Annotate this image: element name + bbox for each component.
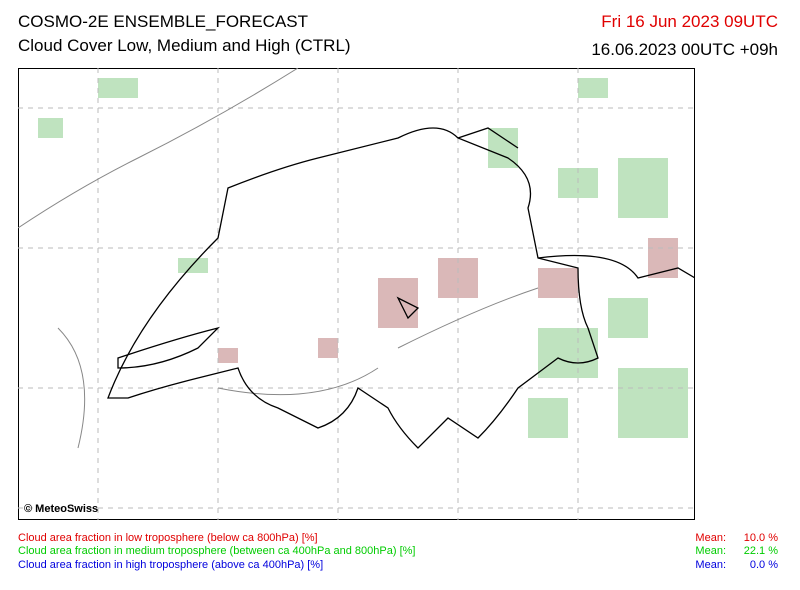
legend-row: Cloud area fraction in medium tropospher… <box>18 545 778 558</box>
mean-label: Mean: <box>695 545 726 557</box>
run-time: 16.06.2023 00UTC +09h <box>591 40 778 59</box>
subtitle: Cloud Cover Low, Medium and High (CTRL) <box>18 36 351 55</box>
borders <box>107 127 695 449</box>
mean-label: Mean: <box>695 559 726 571</box>
legend-row: Cloud area fraction in high troposphere … <box>18 559 778 572</box>
legend-row: Cloud area fraction in low troposphere (… <box>18 532 778 545</box>
title: COSMO-2E ENSEMBLE_FORECAST <box>18 12 309 31</box>
valid-time: Fri 16 Jun 2023 09UTC <box>601 12 778 31</box>
legend-label: Cloud area fraction in high troposphere … <box>18 559 324 571</box>
mean-value: 0.0 % <box>749 559 778 571</box>
cloud-low <box>218 238 678 363</box>
map <box>18 68 695 520</box>
legend-label: Cloud area fraction in medium tropospher… <box>18 545 416 557</box>
mean-value: 22.1 % <box>743 545 778 557</box>
mean-label: Mean: <box>695 532 726 544</box>
rivers <box>18 68 539 449</box>
legend-label: Cloud area fraction in low troposphere (… <box>18 532 318 544</box>
copyright: © MeteoSwiss <box>24 503 99 515</box>
mean-value: 10.0 % <box>743 532 778 544</box>
map-frame <box>18 68 695 520</box>
